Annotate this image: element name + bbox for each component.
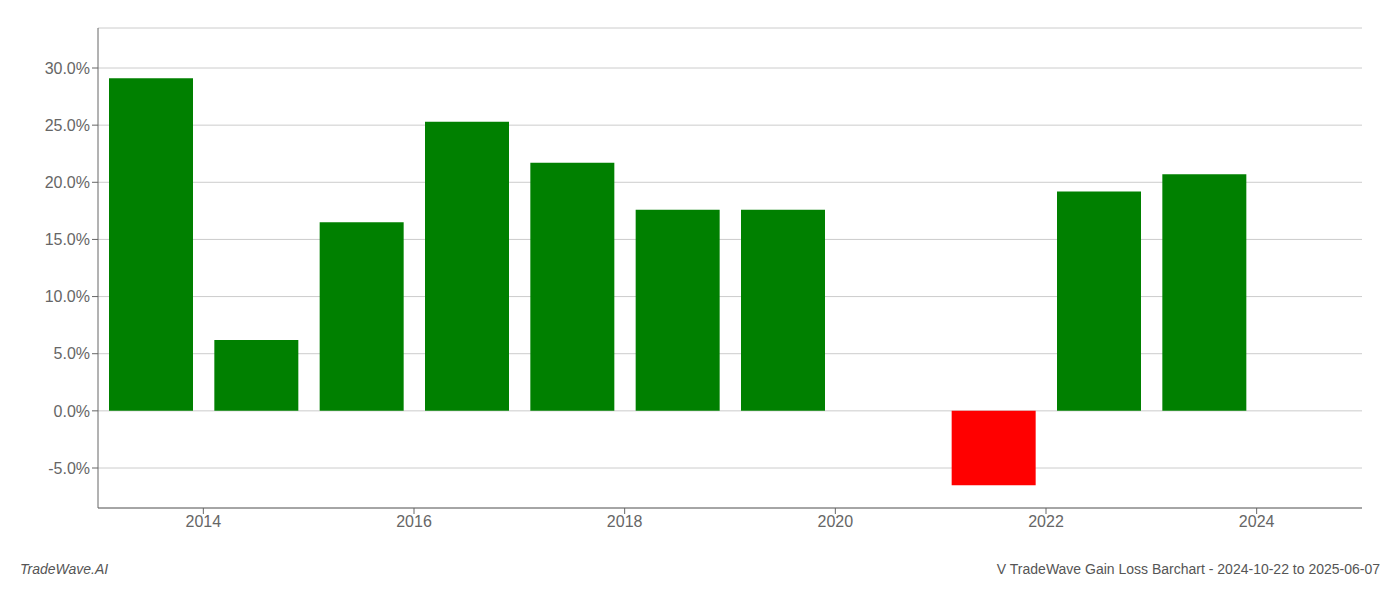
svg-text:2022: 2022: [1028, 513, 1064, 530]
svg-text:20.0%: 20.0%: [45, 174, 90, 191]
svg-text:30.0%: 30.0%: [45, 60, 90, 77]
svg-text:15.0%: 15.0%: [45, 231, 90, 248]
svg-text:2014: 2014: [186, 513, 222, 530]
svg-text:10.0%: 10.0%: [45, 288, 90, 305]
svg-text:2024: 2024: [1239, 513, 1275, 530]
html-text:V TradeWave Gain Loss Barchart: V TradeWave Gain Loss Barchart - 2024-10…: [996, 561, 1380, 577]
svg-text:0.0%: 0.0%: [54, 403, 90, 420]
svg-text:-5.0%: -5.0%: [48, 460, 90, 477]
svg-text:2020: 2020: [818, 513, 854, 530]
svg-text:5.0%: 5.0%: [54, 345, 90, 362]
svg-text:2018: 2018: [607, 513, 643, 530]
svg-text:25.0%: 25.0%: [45, 117, 90, 134]
svg-text:2016: 2016: [396, 513, 432, 530]
html-text:TradeWave.AI: TradeWave.AI: [20, 561, 109, 577]
